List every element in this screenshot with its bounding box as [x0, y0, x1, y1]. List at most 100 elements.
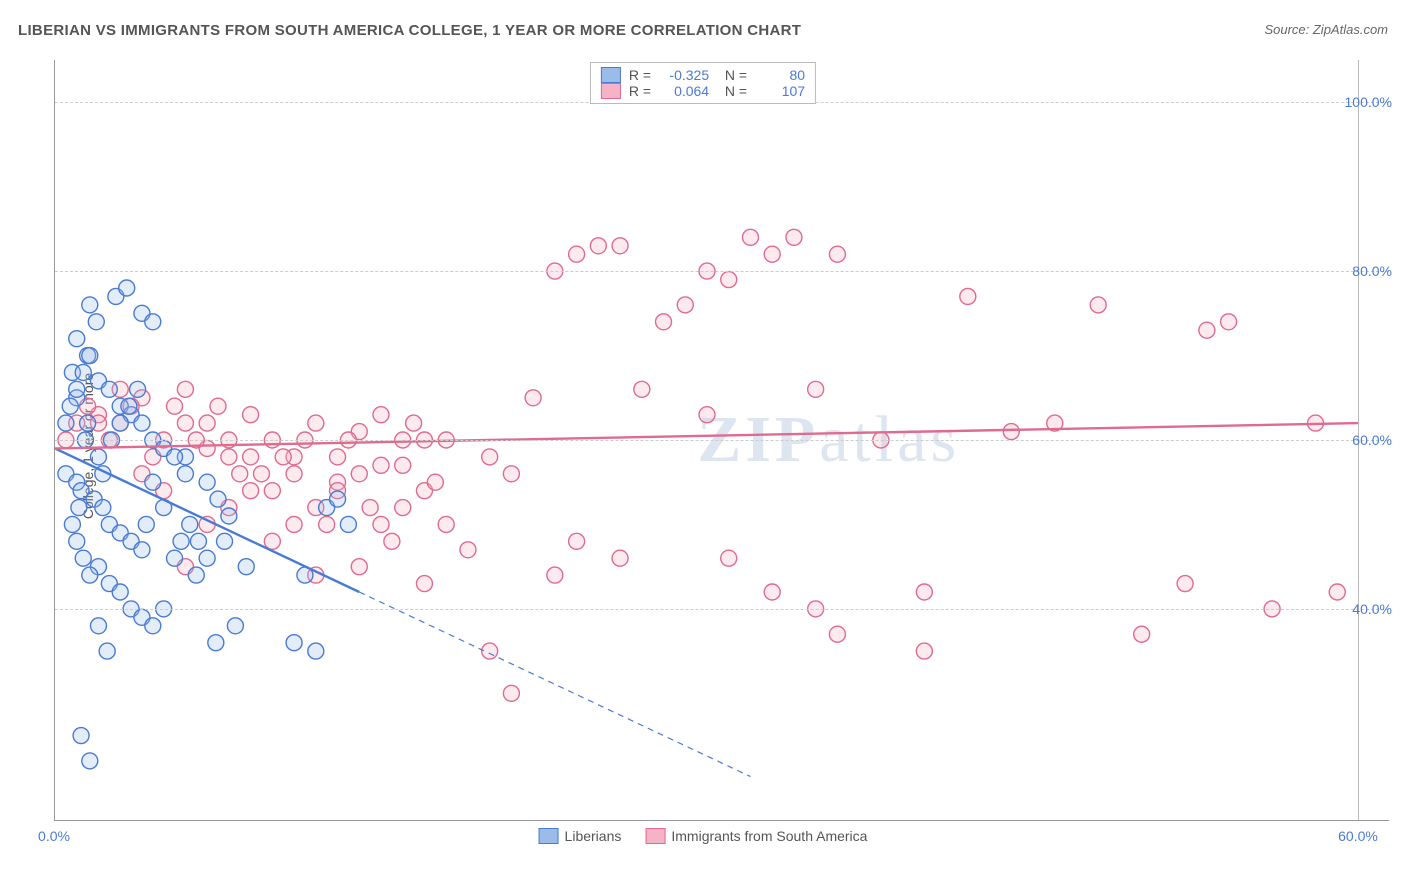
data-point [82, 753, 98, 769]
data-point [406, 415, 422, 431]
data-point [656, 314, 672, 330]
data-point [210, 491, 226, 507]
data-point [634, 381, 650, 397]
data-point [308, 415, 324, 431]
data-point [88, 314, 104, 330]
data-point [786, 229, 802, 245]
data-point [58, 415, 74, 431]
data-point [1090, 297, 1106, 313]
data-point [395, 500, 411, 516]
data-point [612, 238, 628, 254]
data-point [699, 407, 715, 423]
data-point [253, 466, 269, 482]
legend-r-label: R = [629, 83, 651, 99]
legend-n-value-1: 80 [755, 67, 805, 83]
data-point [119, 280, 135, 296]
legend-n-value-2: 107 [755, 83, 805, 99]
data-point [1134, 626, 1150, 642]
data-point [167, 398, 183, 414]
data-point [569, 533, 585, 549]
data-point [503, 685, 519, 701]
data-point [373, 516, 389, 532]
data-point [99, 643, 115, 659]
y-tick-label: 40.0% [1352, 601, 1392, 617]
legend-r-label: R = [629, 67, 651, 83]
legend-label-2: Immigrants from South America [671, 828, 867, 844]
data-point [721, 272, 737, 288]
data-point [1199, 322, 1215, 338]
data-point [362, 500, 378, 516]
data-point [264, 533, 280, 549]
data-point [199, 474, 215, 490]
data-point [217, 533, 233, 549]
data-point [82, 297, 98, 313]
data-point [130, 381, 146, 397]
legend-n-label: N = [717, 67, 747, 83]
data-point [75, 550, 91, 566]
data-point [275, 449, 291, 465]
data-point [243, 483, 259, 499]
data-point [208, 635, 224, 651]
legend-r-value-2: 0.064 [659, 83, 709, 99]
data-point [64, 516, 80, 532]
data-point [69, 533, 85, 549]
data-point [1177, 576, 1193, 592]
data-point [384, 533, 400, 549]
data-point [199, 550, 215, 566]
legend-item-2: Immigrants from South America [645, 828, 867, 844]
data-point [173, 533, 189, 549]
x-tick-label: 60.0% [1338, 828, 1378, 844]
data-point [460, 542, 476, 558]
data-point [351, 559, 367, 575]
legend-item-1: Liberians [539, 828, 622, 844]
data-point [308, 643, 324, 659]
data-point [482, 643, 498, 659]
data-point [351, 466, 367, 482]
legend-swatch-icon [645, 828, 665, 844]
legend-r-value-1: -0.325 [659, 67, 709, 83]
gridline [55, 440, 1389, 441]
data-point [227, 618, 243, 634]
data-point [829, 246, 845, 262]
data-point [742, 229, 758, 245]
data-point [90, 618, 106, 634]
data-point [438, 516, 454, 532]
data-point [764, 584, 780, 600]
data-point [829, 626, 845, 642]
data-point [69, 381, 85, 397]
data-point [82, 567, 98, 583]
series-legend: Liberians Immigrants from South America [539, 828, 868, 844]
data-point [75, 364, 91, 380]
data-point [286, 466, 302, 482]
data-point [503, 466, 519, 482]
data-point [121, 398, 137, 414]
data-point [916, 584, 932, 600]
data-point [330, 491, 346, 507]
data-point [1003, 424, 1019, 440]
data-point [82, 348, 98, 364]
data-point [90, 449, 106, 465]
y-tick-label: 60.0% [1352, 432, 1392, 448]
correlation-legend: R = -0.325 N = 80 R = 0.064 N = 107 [590, 62, 816, 104]
data-point [182, 516, 198, 532]
gridline [55, 271, 1389, 272]
chart-title: LIBERIAN VS IMMIGRANTS FROM SOUTH AMERIC… [18, 22, 801, 39]
data-point [190, 533, 206, 549]
gridline [55, 609, 1389, 610]
data-point [167, 449, 183, 465]
data-point [145, 474, 161, 490]
data-point [373, 407, 389, 423]
data-point [286, 635, 302, 651]
data-point [916, 643, 932, 659]
data-point [221, 508, 237, 524]
data-point [416, 576, 432, 592]
legend-swatch-2 [601, 83, 621, 99]
legend-label-1: Liberians [565, 828, 622, 844]
data-point [264, 483, 280, 499]
legend-swatch-icon [539, 828, 559, 844]
data-point [525, 390, 541, 406]
data-point [1329, 584, 1345, 600]
data-point [1221, 314, 1237, 330]
y-tick-label: 100.0% [1345, 94, 1392, 110]
data-point [243, 407, 259, 423]
